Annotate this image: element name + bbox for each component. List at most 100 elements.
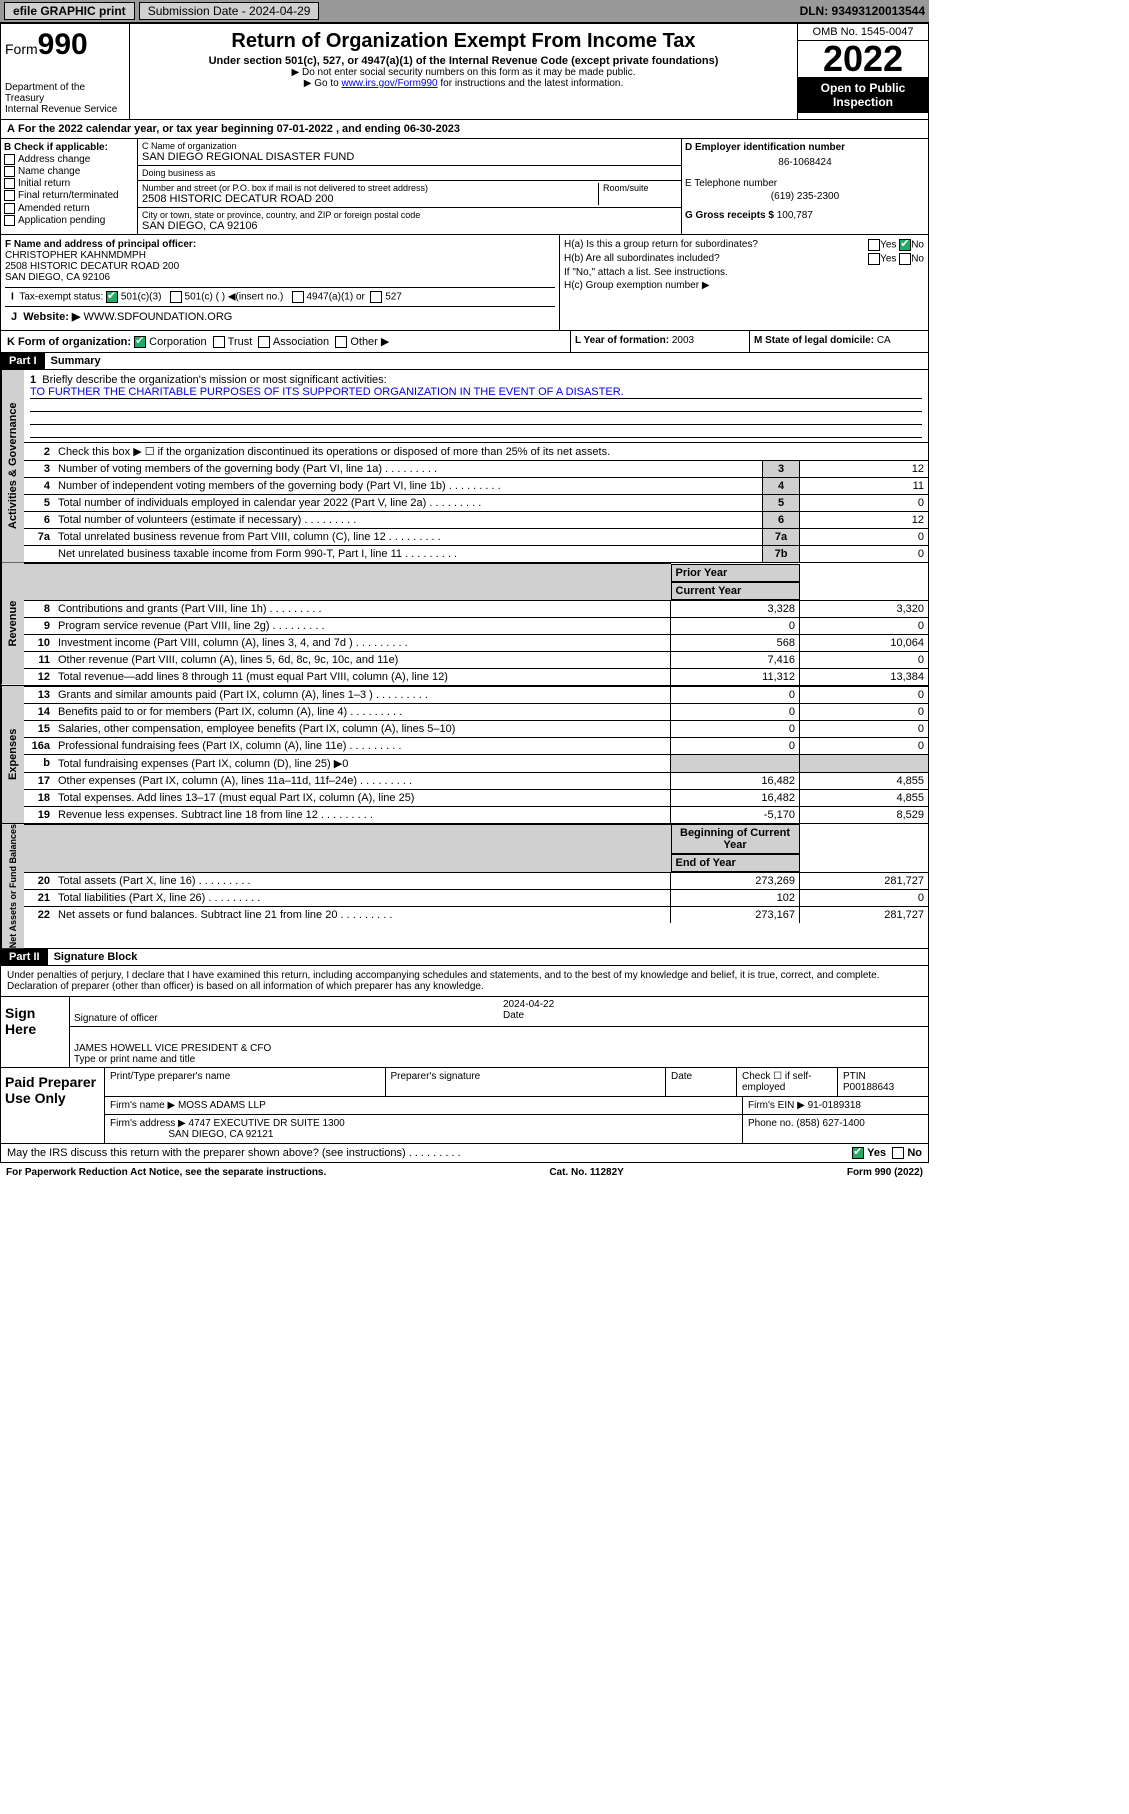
l19c: 8,529 bbox=[800, 806, 929, 823]
cat-no: Cat. No. 11282Y bbox=[549, 1167, 623, 1178]
box-f: F Name and address of principal officer:… bbox=[1, 235, 560, 330]
ha-no[interactable] bbox=[899, 239, 911, 251]
part-i-label: Part I bbox=[1, 353, 45, 369]
form-header: Form990 Department of the Treasury Inter… bbox=[0, 22, 929, 120]
l18c: 4,855 bbox=[800, 789, 929, 806]
street: 2508 HISTORIC DECATUR ROAD 200 bbox=[142, 193, 334, 205]
begin-year-hdr: Beginning of Current Year bbox=[671, 824, 800, 854]
prior-year-hdr: Prior Year bbox=[671, 564, 800, 582]
line7b: Net unrelated business taxable income fr… bbox=[54, 546, 763, 563]
part-ii-label: Part II bbox=[1, 949, 48, 965]
l16ac: 0 bbox=[800, 737, 929, 754]
k-trust[interactable] bbox=[213, 336, 225, 348]
firm-phone: (858) 627-1400 bbox=[796, 1118, 864, 1129]
form-number: Form990 bbox=[5, 28, 125, 62]
hb-yes[interactable] bbox=[868, 253, 880, 265]
irs: Internal Revenue Service bbox=[5, 104, 125, 115]
may-no[interactable] bbox=[892, 1147, 904, 1159]
l17c: 4,855 bbox=[800, 772, 929, 789]
l20p: 273,269 bbox=[671, 873, 800, 890]
line7a-val: 0 bbox=[800, 529, 929, 546]
line10: Investment income (Part VIII, column (A)… bbox=[54, 634, 671, 651]
city: SAN DIEGO, CA 92106 bbox=[142, 220, 258, 232]
line22: Net assets or fund balances. Subtract li… bbox=[54, 907, 671, 924]
dln: DLN: 93493120013544 bbox=[800, 4, 925, 18]
cb-initial[interactable]: Initial return bbox=[4, 178, 134, 189]
line6: Total number of volunteers (estimate if … bbox=[54, 512, 763, 529]
mission-text: TO FURTHER THE CHARITABLE PURPOSES OF IT… bbox=[30, 386, 922, 399]
k-assoc[interactable] bbox=[258, 336, 270, 348]
line5-val: 0 bbox=[800, 495, 929, 512]
dept: Department of the Treasury bbox=[5, 82, 125, 104]
box-h: H(a) Is this a group return for subordin… bbox=[560, 235, 928, 330]
form-subtitle: Under section 501(c), 527, or 4947(a)(1)… bbox=[134, 55, 793, 67]
part-i-title: Summary bbox=[45, 353, 107, 369]
prep-selfemp[interactable]: Check ☐ if self-employed bbox=[737, 1068, 838, 1096]
note-ssn: ▶ Do not enter social security numbers o… bbox=[134, 67, 793, 78]
submission-date: Submission Date - 2024-04-29 bbox=[139, 2, 320, 20]
k-other[interactable] bbox=[335, 336, 347, 348]
l21c: 0 bbox=[800, 890, 929, 907]
cb-pending[interactable]: Application pending bbox=[4, 215, 134, 226]
declaration: Under penalties of perjury, I declare th… bbox=[1, 966, 928, 997]
cb-address[interactable]: Address change bbox=[4, 154, 134, 165]
may-yes[interactable] bbox=[852, 1147, 864, 1159]
ha-yes[interactable] bbox=[868, 239, 880, 251]
line20: Total assets (Part X, line 16) bbox=[54, 873, 671, 890]
efile-btn[interactable]: efile GRAPHIC print bbox=[4, 2, 135, 20]
line4: Number of independent voting members of … bbox=[54, 478, 763, 495]
line8: Contributions and grants (Part VIII, lin… bbox=[54, 600, 671, 617]
line1-label: Briefly describe the organization's miss… bbox=[42, 374, 386, 386]
l16ap: 0 bbox=[671, 737, 800, 754]
line-l: L Year of formation: 2003 bbox=[571, 331, 750, 352]
tab-revenue: Revenue bbox=[1, 563, 24, 685]
line16b: Total fundraising expenses (Part IX, col… bbox=[54, 754, 671, 772]
form-footer: Form 990 (2022) bbox=[847, 1167, 923, 1178]
gross-receipts: 100,787 bbox=[777, 210, 813, 221]
l15p: 0 bbox=[671, 720, 800, 737]
officer-signature: JAMES HOWELL VICE PRESIDENT & CFO bbox=[74, 1043, 271, 1054]
k-corp[interactable] bbox=[134, 336, 146, 348]
box-c: C Name of organizationSAN DIEGO REGIONAL… bbox=[138, 139, 682, 234]
cb-501c[interactable] bbox=[170, 291, 182, 303]
sign-here-label: Sign Here bbox=[1, 997, 70, 1067]
firm-addr: 4747 EXECUTIVE DR SUITE 1300 bbox=[189, 1118, 345, 1129]
website: WWW.SDFOUNDATION.ORG bbox=[83, 311, 232, 323]
line-k: K Form of organization: Corporation Trus… bbox=[1, 331, 571, 352]
cb-final[interactable]: Final return/terminated bbox=[4, 190, 134, 201]
tab-expenses: Expenses bbox=[1, 686, 24, 823]
irs-link[interactable]: www.irs.gov/Form990 bbox=[341, 78, 437, 89]
prep-sig-lbl: Preparer's signature bbox=[386, 1068, 667, 1096]
cb-4947[interactable] bbox=[292, 291, 304, 303]
line3-val: 12 bbox=[800, 461, 929, 478]
cb-527[interactable] bbox=[370, 291, 382, 303]
l22c: 281,727 bbox=[800, 907, 929, 924]
note-link: ▶ Go to www.irs.gov/Form990 for instruct… bbox=[134, 78, 793, 89]
l9p: 0 bbox=[671, 617, 800, 634]
cb-501c3[interactable] bbox=[106, 291, 118, 303]
l8p: 3,328 bbox=[671, 600, 800, 617]
line11: Other revenue (Part VIII, column (A), li… bbox=[54, 651, 671, 668]
cb-name[interactable]: Name change bbox=[4, 166, 134, 177]
hb-no[interactable] bbox=[899, 253, 911, 265]
l11p: 7,416 bbox=[671, 651, 800, 668]
l15c: 0 bbox=[800, 720, 929, 737]
l10c: 10,064 bbox=[800, 634, 929, 651]
dba: Doing business as bbox=[138, 166, 681, 181]
end-year-hdr: End of Year bbox=[671, 854, 800, 872]
l19p: -5,170 bbox=[671, 806, 800, 823]
l20c: 281,727 bbox=[800, 873, 929, 890]
line21: Total liabilities (Part X, line 26) bbox=[54, 890, 671, 907]
line6-val: 12 bbox=[800, 512, 929, 529]
l8c: 3,320 bbox=[800, 600, 929, 617]
box-d: D Employer identification number 86-1068… bbox=[682, 139, 928, 234]
l18p: 16,482 bbox=[671, 789, 800, 806]
line12: Total revenue—add lines 8 through 11 (mu… bbox=[54, 668, 671, 685]
org-name: SAN DIEGO REGIONAL DISASTER FUND bbox=[142, 151, 354, 163]
l17p: 16,482 bbox=[671, 772, 800, 789]
tab-netassets: Net Assets or Fund Balances bbox=[1, 824, 24, 948]
cb-amended[interactable]: Amended return bbox=[4, 203, 134, 214]
l13c: 0 bbox=[800, 686, 929, 703]
current-year-hdr: Current Year bbox=[671, 582, 800, 600]
l12c: 13,384 bbox=[800, 668, 929, 685]
